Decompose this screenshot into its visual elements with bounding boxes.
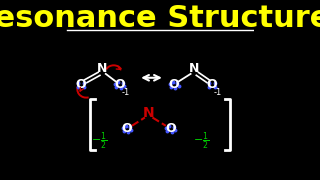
Text: O: O [114,78,125,91]
Text: -1: -1 [214,88,222,97]
Text: O: O [75,78,86,91]
Text: O: O [165,122,176,136]
Text: N: N [189,62,199,75]
Text: -1: -1 [121,88,130,97]
Text: O: O [122,122,132,136]
Text: O: O [169,78,180,91]
Text: Resonance Structures: Resonance Structures [0,4,320,33]
Text: N: N [97,62,108,75]
Text: $-\mathregular{\frac{1}{2}}$: $-\mathregular{\frac{1}{2}}$ [92,131,108,152]
Text: $-\mathregular{\frac{1}{2}}$: $-\mathregular{\frac{1}{2}}$ [193,131,210,152]
Text: O: O [207,78,217,91]
Text: N: N [143,106,155,120]
